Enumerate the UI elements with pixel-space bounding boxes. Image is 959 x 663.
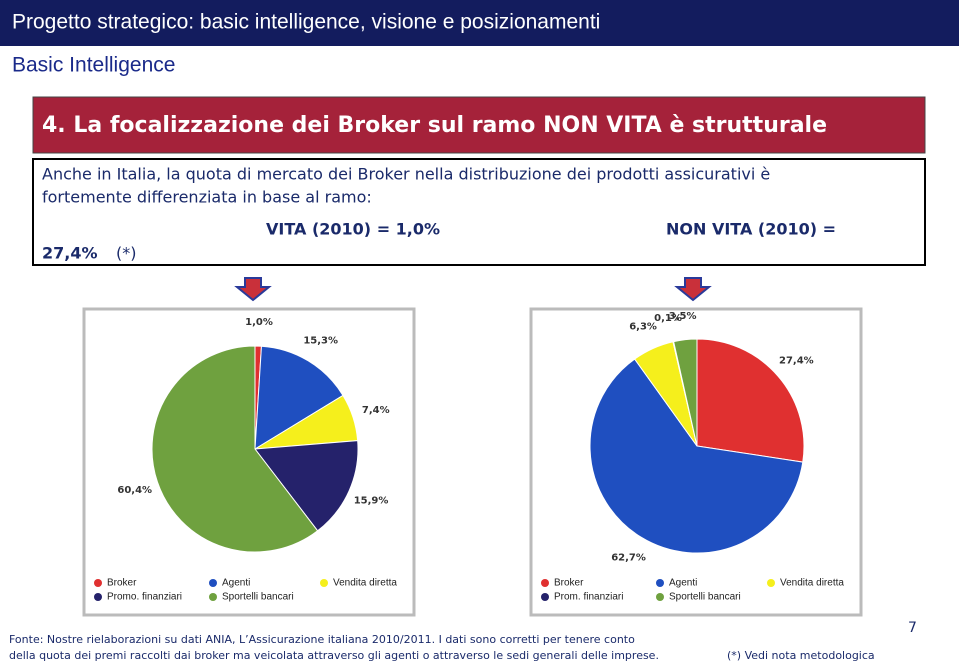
body-text: fortemente differenziata in base al ramo… — [42, 188, 372, 207]
legend-label: Agenti — [222, 578, 250, 589]
value-label: 15,9% — [354, 496, 389, 507]
legend-label: Sportelli bancari — [669, 592, 741, 603]
page-number: 7 — [908, 620, 917, 636]
legend-swatch — [541, 593, 549, 601]
note-mark: (*) — [116, 244, 136, 263]
section-bar — [32, 96, 926, 154]
header-subtitle: Basic Intelligence — [12, 54, 175, 77]
value-label: 7,4% — [362, 405, 390, 416]
nonvita-share: NON VITA (2010) = — [666, 220, 836, 239]
pie-slice — [151, 345, 319, 553]
source-text: della quota dei premi raccolti dai broke… — [9, 649, 659, 662]
source-text: Fonte: Nostre rielaborazioni su dati ANI… — [9, 633, 635, 646]
legend-label: Vendita diretta — [780, 578, 844, 589]
value-label: 3,5% — [669, 311, 697, 322]
text-box — [32, 158, 926, 266]
legend-label: Sportelli bancari — [222, 592, 294, 603]
vita-share: VITA (2010) = 1,0% — [266, 220, 440, 239]
value-label: 15,3% — [303, 335, 338, 346]
legend-swatch — [541, 579, 549, 587]
pie-slice — [254, 440, 359, 532]
value-label: 62,7% — [611, 553, 646, 564]
note-text: (*) Vedi nota metodologica — [727, 649, 875, 662]
legend-swatch — [94, 593, 102, 601]
arrow — [234, 277, 272, 302]
legend-label: Agenti — [669, 578, 697, 589]
legend-swatch — [656, 593, 664, 601]
nonvita-value: 27,4% — [42, 244, 98, 263]
pie-slice — [696, 338, 805, 463]
legend-label: Broker — [554, 578, 584, 589]
legend-label: Vendita diretta — [333, 578, 397, 589]
legend-label: Broker — [107, 578, 137, 589]
value-label: 27,4% — [779, 356, 814, 367]
legend-swatch — [94, 579, 102, 587]
legend-swatch — [767, 579, 775, 587]
value-label: 1,0% — [245, 317, 273, 328]
arrow — [674, 277, 712, 302]
legend-label: Promo. finanziari — [107, 592, 182, 603]
value-label: 60,4% — [117, 485, 152, 496]
section-heading: 4. La focalizzazione dei Broker sul ramo… — [42, 113, 827, 138]
legend-label: Prom. finanziari — [554, 592, 623, 603]
header-bar — [0, 0, 959, 46]
pie-slice — [673, 338, 698, 447]
pie-slice — [589, 358, 804, 554]
legend-swatch — [209, 593, 217, 601]
body-text: Anche in Italia, la quota di mercato dei… — [42, 165, 770, 184]
legend-swatch — [209, 579, 217, 587]
header-title: Progetto strategico: basic intelligence,… — [12, 11, 600, 34]
legend-swatch — [656, 579, 664, 587]
value-label: 0,1% — [654, 313, 682, 324]
value-label: 6,3% — [629, 322, 657, 333]
pie-slice — [254, 345, 344, 450]
legend-swatch — [320, 579, 328, 587]
